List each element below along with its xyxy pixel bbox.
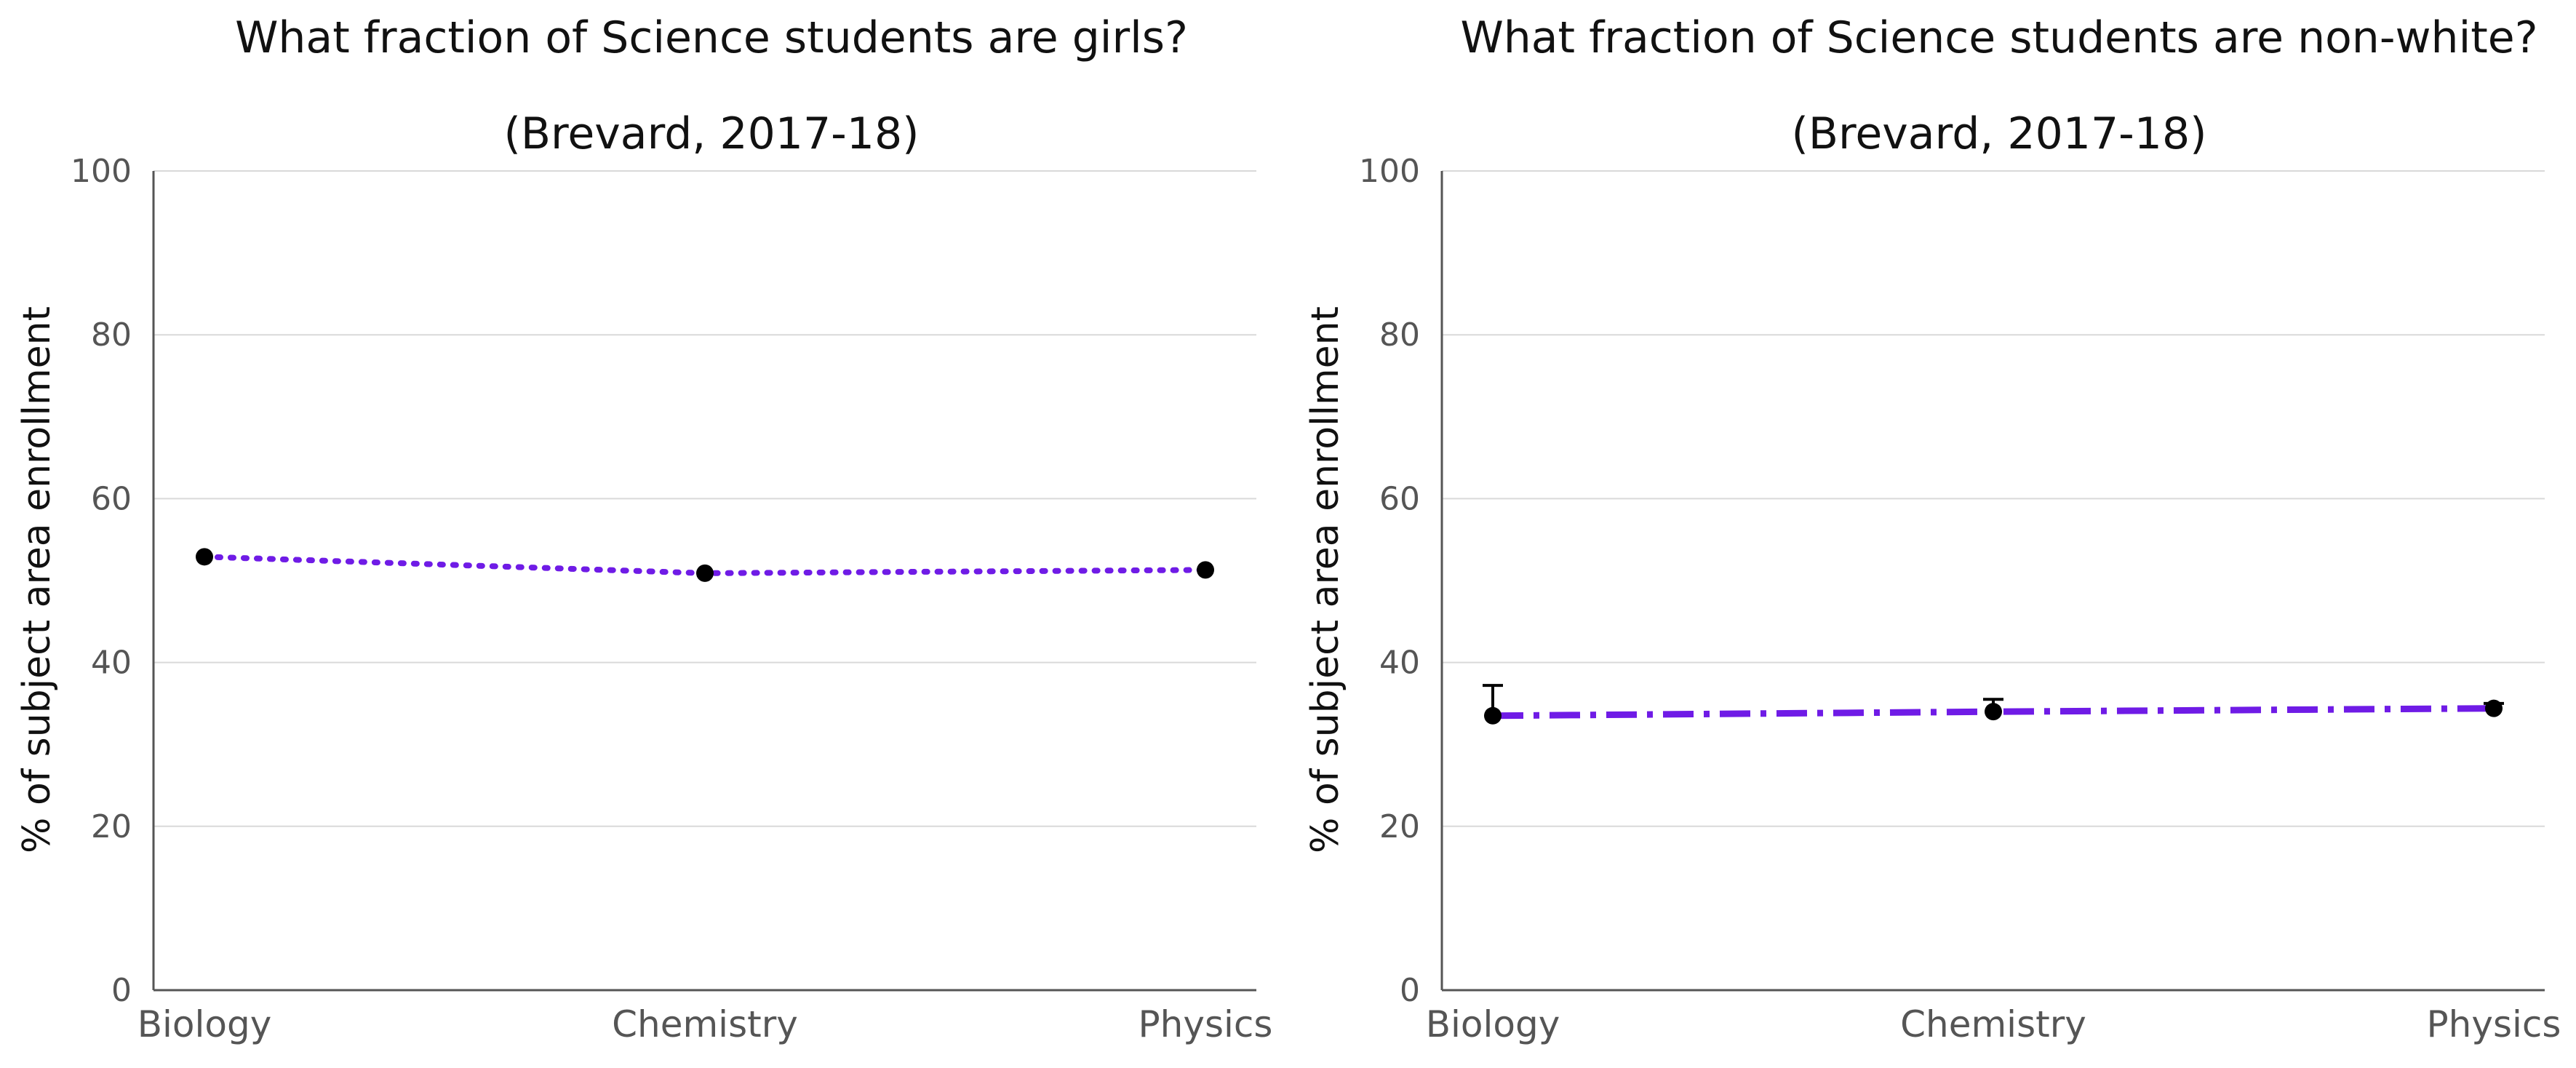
data-series bbox=[196, 548, 1214, 582]
x-tick-label: Chemistry bbox=[612, 1003, 798, 1045]
y-tick-label: 80 bbox=[91, 316, 132, 354]
y-tick-label: 100 bbox=[1359, 153, 1420, 190]
y-tick-labels: 0 20 40 60 80 100 bbox=[1359, 153, 1420, 1009]
y-axis-label: % of subject area enrollment bbox=[15, 306, 59, 853]
chart-subtitle: (Brevard, 2017-18) bbox=[1791, 108, 2206, 159]
y-axis-label: % of subject area enrollment bbox=[1304, 306, 1347, 853]
y-tick-label: 20 bbox=[91, 808, 132, 845]
y-tick-label: 80 bbox=[1379, 316, 1420, 354]
data-point bbox=[696, 564, 714, 582]
chart-subtitle: (Brevard, 2017-18) bbox=[503, 108, 919, 159]
data-point bbox=[1484, 706, 1502, 725]
y-tick-label: 40 bbox=[91, 645, 132, 682]
y-tick-labels: 0 20 40 60 80 100 bbox=[71, 153, 132, 1009]
axes bbox=[1440, 171, 2545, 992]
x-tick-label: Biology bbox=[1426, 1003, 1560, 1045]
data-point bbox=[196, 548, 213, 566]
y-tick-label: 40 bbox=[1379, 645, 1420, 682]
y-tick-label: 20 bbox=[1379, 808, 1420, 845]
chart-title: What fraction of Science students are gi… bbox=[235, 12, 1188, 63]
y-tick-label: 60 bbox=[91, 480, 132, 517]
y-tick-label: 0 bbox=[1400, 972, 1420, 1009]
y-tick-label: 100 bbox=[71, 153, 132, 190]
x-tick-labels: Biology Chemistry Physics bbox=[137, 1003, 1273, 1045]
x-tick-labels: Biology Chemistry Physics bbox=[1426, 1003, 2561, 1045]
y-tick-label: 60 bbox=[1379, 480, 1420, 517]
axes bbox=[152, 171, 1256, 992]
gridlines bbox=[1442, 170, 2545, 827]
chart-panel-girls: What fraction of Science students are gi… bbox=[15, 12, 1272, 1045]
x-tick-label: Physics bbox=[1139, 1003, 1273, 1045]
gridlines bbox=[153, 170, 1256, 827]
data-series bbox=[1483, 684, 2504, 725]
x-tick-label: Biology bbox=[137, 1003, 272, 1045]
x-tick-label: Physics bbox=[2427, 1003, 2561, 1045]
data-point bbox=[2485, 699, 2503, 717]
y-tick-label: 0 bbox=[111, 972, 132, 1009]
chart-panel-nonwhite: What fraction of Science students are no… bbox=[1304, 12, 2561, 1045]
chart-title: What fraction of Science students are no… bbox=[1460, 12, 2537, 63]
data-point bbox=[1985, 703, 2002, 721]
x-tick-label: Chemistry bbox=[1900, 1003, 2086, 1045]
data-point bbox=[1197, 561, 1214, 579]
